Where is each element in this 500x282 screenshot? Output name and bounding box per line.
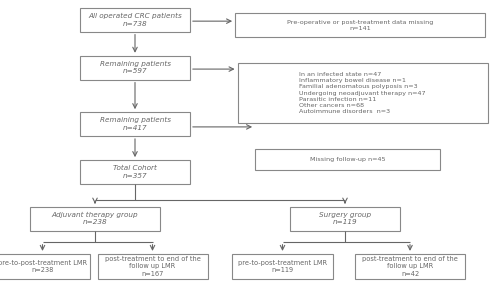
Text: post-treatment to end of the
follow up LMR
n=42: post-treatment to end of the follow up L… <box>362 256 458 277</box>
FancyBboxPatch shape <box>80 56 190 80</box>
FancyBboxPatch shape <box>238 63 488 124</box>
Text: In an infected state n=47
Inflammatory bowel disease n=1
Familial adenomatous po: In an infected state n=47 Inflammatory b… <box>299 72 426 114</box>
FancyBboxPatch shape <box>290 206 400 231</box>
Text: Adjuvant therapy group
n=238: Adjuvant therapy group n=238 <box>52 212 139 225</box>
FancyBboxPatch shape <box>255 149 440 170</box>
FancyBboxPatch shape <box>0 254 90 279</box>
FancyBboxPatch shape <box>80 160 190 184</box>
Text: Remaining patients
n=597: Remaining patients n=597 <box>100 61 170 74</box>
Text: Pre-operative or post-treatment data missing
n=141: Pre-operative or post-treatment data mis… <box>287 20 433 31</box>
FancyBboxPatch shape <box>80 8 190 32</box>
FancyBboxPatch shape <box>98 254 208 279</box>
Text: Surgery group
n=119: Surgery group n=119 <box>319 212 371 225</box>
Text: post-treatment to end of the
follow up LMR
n=167: post-treatment to end of the follow up L… <box>104 256 200 277</box>
FancyBboxPatch shape <box>30 206 160 231</box>
FancyBboxPatch shape <box>232 254 332 279</box>
FancyBboxPatch shape <box>355 254 465 279</box>
Text: pre-to-post-treatment LMR
n=238: pre-to-post-treatment LMR n=238 <box>0 260 87 273</box>
FancyBboxPatch shape <box>80 112 190 136</box>
Text: pre-to-post-treatment LMR
n=119: pre-to-post-treatment LMR n=119 <box>238 260 327 273</box>
Text: Missing follow-up n=45: Missing follow-up n=45 <box>310 157 385 162</box>
FancyBboxPatch shape <box>235 13 485 37</box>
Text: All operated CRC patients
n=738: All operated CRC patients n=738 <box>88 13 182 27</box>
Text: Total Cohort
n=357: Total Cohort n=357 <box>113 165 157 179</box>
Text: Remaining patients
n=417: Remaining patients n=417 <box>100 117 170 131</box>
